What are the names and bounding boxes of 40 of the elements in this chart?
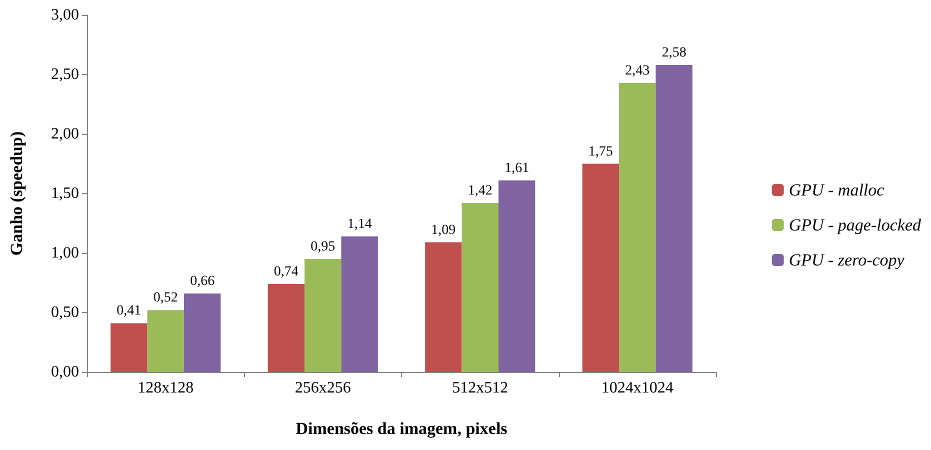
data-label: 0,52 (153, 290, 178, 306)
y-tick-label: 1,50 (51, 185, 79, 202)
data-label: 1,61 (504, 160, 530, 176)
y-tick-label: 2,50 (51, 66, 79, 83)
y-tick-label: 2,00 (51, 126, 79, 142)
data-label: 1,42 (468, 184, 492, 199)
legend-label: GPU - page-locked (788, 216, 922, 234)
bar (341, 236, 378, 372)
bar (462, 203, 498, 372)
legend-label: GPU - malloc (788, 180, 885, 200)
bar (304, 258, 342, 372)
y-tick-label: 1,00 (51, 244, 79, 262)
bar (498, 180, 536, 372)
data-label: 1,14 (347, 216, 372, 232)
data-label: 0,95 (310, 239, 336, 254)
y-tick-label: 3,00 (51, 6, 79, 24)
bar (147, 310, 184, 372)
bar (656, 64, 692, 372)
x-axis-title: Dimensões da imagem, pixels (296, 419, 508, 438)
bar (619, 82, 656, 372)
bar (425, 242, 462, 372)
y-axis-title: Ganho (speedup) (7, 131, 26, 256)
data-label: 0,74 (274, 264, 298, 280)
x-tick-label: 128x128 (138, 380, 194, 396)
data-label: 2,58 (662, 45, 686, 60)
legend-label: GPU - zero-copy (788, 250, 905, 270)
bar (582, 164, 620, 372)
data-label: 1,09 (431, 222, 456, 238)
x-tick-label: 512x512 (452, 380, 508, 396)
x-tick-label: 256x256 (294, 380, 351, 396)
bar (110, 323, 148, 372)
data-label: 0,41 (116, 304, 142, 319)
y-tick-label: 0,50 (51, 304, 79, 321)
y-tick-label: 0,00 (51, 364, 79, 380)
data-label: 0,66 (190, 274, 215, 289)
bar (268, 284, 305, 372)
x-tick-label: 1024x1024 (601, 380, 674, 396)
bar (184, 293, 221, 372)
data-label: 1,75 (588, 144, 613, 160)
data-label: 2,43 (625, 63, 650, 78)
